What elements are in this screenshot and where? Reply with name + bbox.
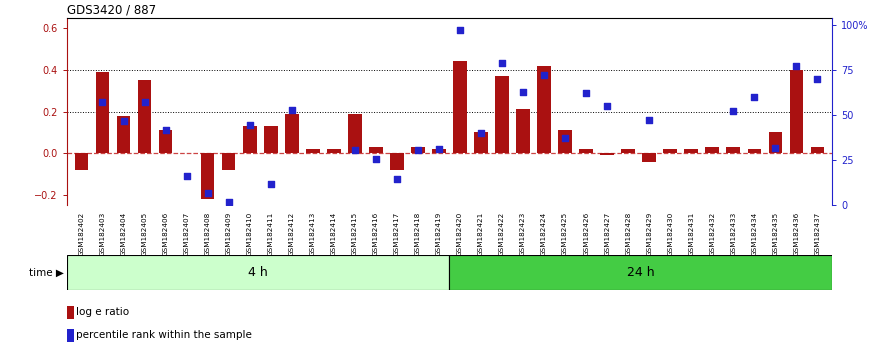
Bar <box>75 153 88 170</box>
Bar <box>663 149 677 153</box>
Bar <box>538 65 551 153</box>
Point <box>558 135 572 141</box>
Point <box>642 117 656 122</box>
Bar <box>243 126 256 153</box>
Bar <box>769 132 782 153</box>
Bar <box>726 147 740 153</box>
Point <box>726 108 740 113</box>
Bar <box>748 149 761 153</box>
Bar <box>516 109 530 153</box>
Point <box>432 147 446 152</box>
Bar <box>67 306 74 319</box>
Bar <box>222 153 236 170</box>
Text: 4 h: 4 h <box>248 266 268 279</box>
Bar <box>117 116 130 153</box>
Point <box>200 190 214 195</box>
Point <box>285 107 299 113</box>
Bar <box>474 132 488 153</box>
Text: GDS3420 / 887: GDS3420 / 887 <box>67 4 156 17</box>
Text: 24 h: 24 h <box>627 266 655 279</box>
Point <box>368 156 383 162</box>
Bar <box>433 149 446 153</box>
Point <box>495 60 509 65</box>
Point <box>600 103 614 109</box>
Point <box>95 99 109 104</box>
Bar <box>158 130 173 153</box>
Point <box>768 145 782 150</box>
Bar <box>411 147 425 153</box>
Bar <box>263 126 278 153</box>
Bar <box>601 153 614 155</box>
Point <box>263 181 278 187</box>
Bar <box>621 149 635 153</box>
Bar <box>643 153 656 161</box>
Point <box>411 148 425 153</box>
Text: time ▶: time ▶ <box>28 268 63 278</box>
Bar <box>138 80 151 153</box>
Point <box>390 176 404 182</box>
Bar <box>67 255 449 290</box>
Bar <box>95 72 109 153</box>
Text: log e ratio: log e ratio <box>77 307 129 318</box>
Point <box>516 89 530 95</box>
Bar <box>789 70 804 153</box>
Point <box>348 148 362 153</box>
Bar <box>285 114 298 153</box>
Point <box>748 94 762 100</box>
Bar <box>453 62 466 153</box>
Point <box>810 76 824 82</box>
Bar <box>684 149 698 153</box>
Bar <box>811 147 824 153</box>
Point <box>473 130 488 136</box>
Point <box>158 127 173 132</box>
Point <box>137 100 151 105</box>
Point <box>789 64 804 69</box>
Bar <box>495 76 509 153</box>
Bar <box>390 153 404 170</box>
Point <box>222 199 236 205</box>
Point <box>180 173 194 178</box>
Bar <box>449 255 832 290</box>
Bar <box>706 147 719 153</box>
Bar <box>201 153 214 199</box>
Bar <box>369 147 383 153</box>
Bar <box>67 329 74 342</box>
Bar <box>348 114 361 153</box>
Bar <box>579 149 593 153</box>
Point <box>117 118 131 123</box>
Point <box>537 73 551 78</box>
Point <box>243 122 257 128</box>
Point <box>579 91 594 96</box>
Bar <box>558 130 572 153</box>
Text: percentile rank within the sample: percentile rank within the sample <box>77 330 252 341</box>
Bar <box>327 149 341 153</box>
Bar <box>306 149 320 153</box>
Point <box>453 28 467 33</box>
